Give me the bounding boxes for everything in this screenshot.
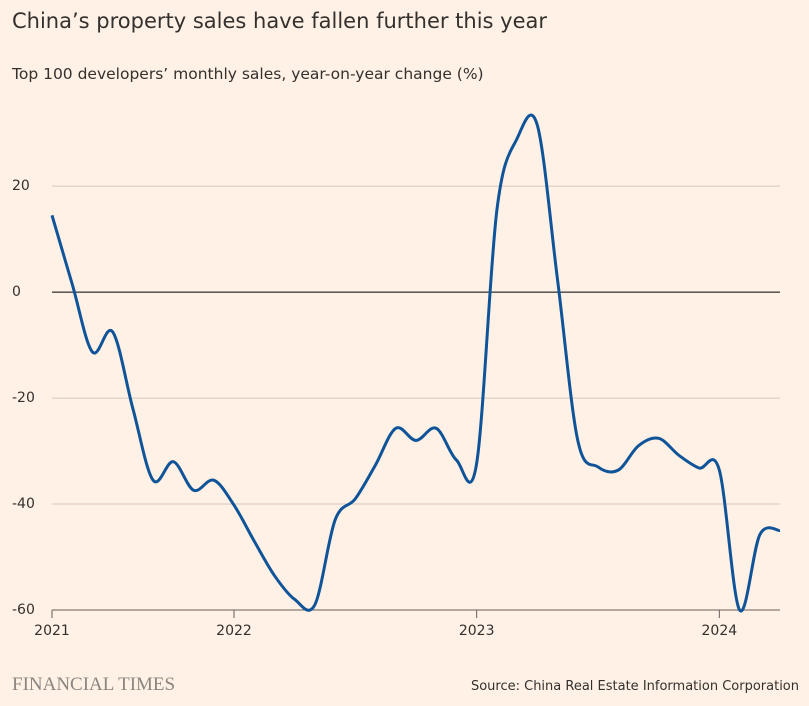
brand: FINANCIAL TIMES xyxy=(12,674,175,695)
y-tick-label: 0 xyxy=(12,284,21,300)
chart-title: China’s property sales have fallen furth… xyxy=(12,9,547,33)
y-tick-label: -60 xyxy=(12,602,35,618)
source: Source: China Real Estate Information Co… xyxy=(471,679,799,694)
line-series xyxy=(50,113,781,613)
chart-subtitle: Top 100 developers’ monthly sales, year-… xyxy=(11,65,484,83)
y-tick-label: -40 xyxy=(12,496,35,512)
x-tick-label: 2024 xyxy=(702,623,738,639)
x-tick-label: 2022 xyxy=(216,623,252,639)
x-tick-label: 2023 xyxy=(459,623,495,639)
y-tick-label: 20 xyxy=(12,178,30,194)
x-tick-label: 2021 xyxy=(34,623,70,639)
y-tick-label: -20 xyxy=(12,390,35,406)
